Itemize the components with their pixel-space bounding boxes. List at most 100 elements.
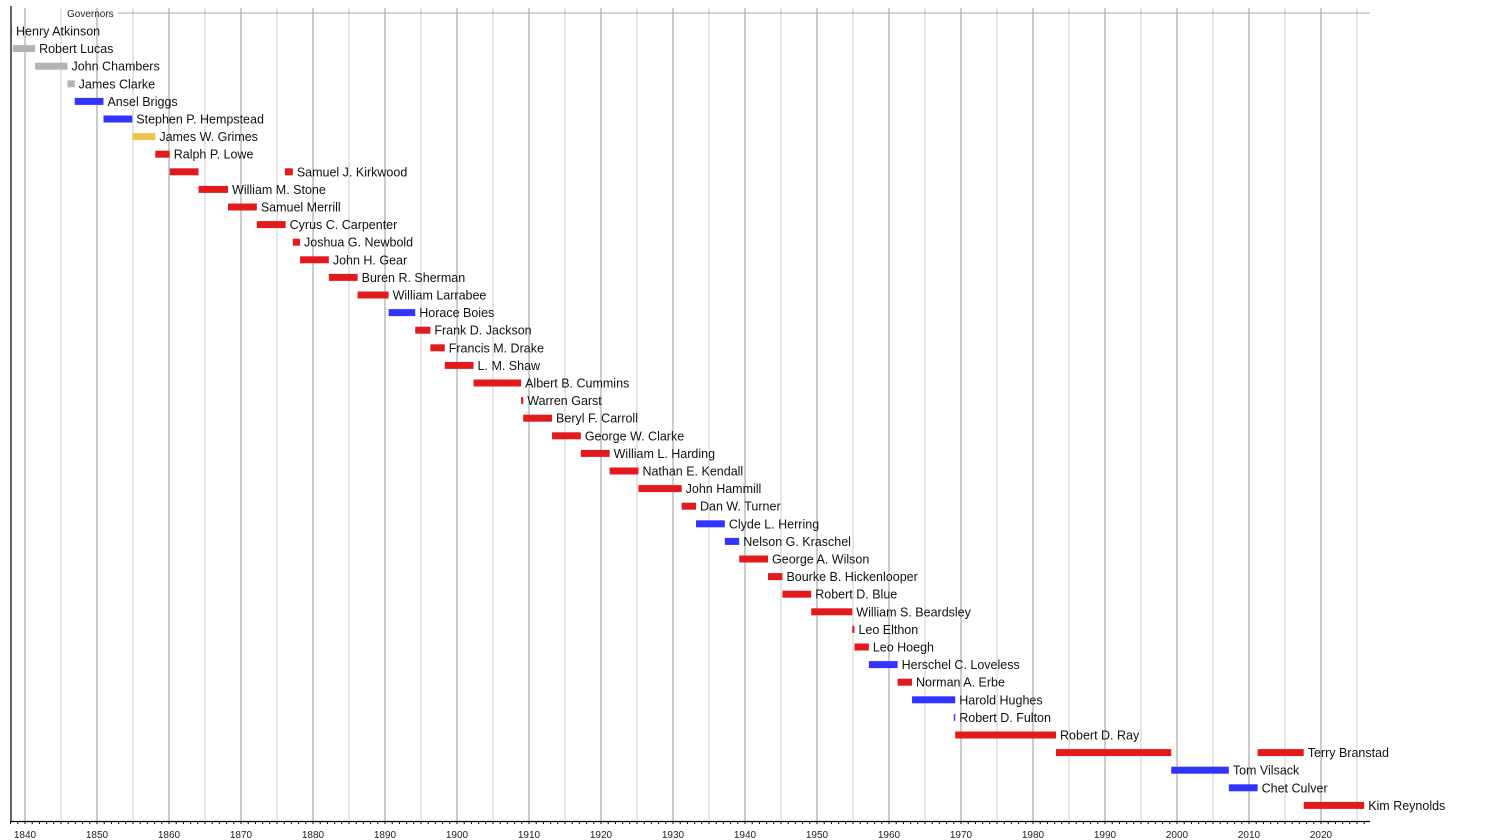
term-bar bbox=[388, 309, 416, 317]
chart-title: Governors bbox=[67, 9, 114, 20]
term-bar bbox=[1056, 749, 1172, 757]
governor-label: Robert D. Blue bbox=[815, 588, 897, 602]
x-tick-label: 1850 bbox=[86, 830, 109, 840]
x-tick-label: 1860 bbox=[158, 830, 181, 840]
x-tick-label: 1840 bbox=[14, 830, 37, 840]
term-bar bbox=[580, 449, 610, 457]
governor-label: L. M. Shaw bbox=[478, 359, 541, 373]
governor-label: James Clarke bbox=[79, 77, 155, 91]
term-bar bbox=[415, 326, 431, 334]
term-bar bbox=[897, 678, 913, 686]
x-tick-label: 1890 bbox=[374, 830, 397, 840]
term-bar bbox=[284, 168, 293, 176]
governor-label: Chet Culver bbox=[1262, 781, 1328, 795]
governor-label: Stephen P. Hempstead bbox=[136, 113, 264, 127]
governor-label: James W. Grimes bbox=[159, 130, 258, 144]
term-bar bbox=[681, 502, 697, 510]
term-bar bbox=[523, 414, 553, 422]
governor-label: Frank D. Jackson bbox=[434, 324, 531, 338]
term-bar bbox=[521, 397, 524, 405]
governor-label: Kim Reynolds bbox=[1368, 799, 1445, 813]
governor-label: Terry Branstad bbox=[1308, 746, 1389, 760]
x-tick-label: 1990 bbox=[1094, 830, 1117, 840]
x-tick-label: 2020 bbox=[1310, 830, 1333, 840]
grid-lines bbox=[24, 8, 1358, 821]
governor-label: George W. Clarke bbox=[585, 429, 684, 443]
x-tick-label: 2010 bbox=[1238, 830, 1261, 840]
term-bar bbox=[328, 273, 358, 281]
term-bar bbox=[782, 590, 812, 598]
x-tick-label: 1920 bbox=[590, 830, 613, 840]
governor-label: George A. Wilson bbox=[772, 553, 869, 567]
x-tick-label: 1880 bbox=[302, 830, 325, 840]
term-bar bbox=[854, 643, 869, 651]
term-bar bbox=[696, 520, 725, 528]
term-bar bbox=[1257, 749, 1304, 757]
term-bar bbox=[256, 221, 286, 229]
governor-label: Ralph P. Lowe bbox=[174, 148, 254, 162]
governor-label: John Chambers bbox=[71, 60, 159, 74]
governor-label: Nelson G. Kraschel bbox=[743, 535, 851, 549]
x-tick-label: 1950 bbox=[806, 830, 829, 840]
governor-label: Beryl F. Carroll bbox=[556, 412, 638, 426]
x-tick-label: 1870 bbox=[230, 830, 253, 840]
term-bar bbox=[103, 115, 133, 123]
governor-label: Tom Vilsack bbox=[1233, 764, 1300, 778]
governor-label: William L. Harding bbox=[614, 447, 715, 461]
term-bar bbox=[609, 467, 639, 475]
governor-label: Leo Hoegh bbox=[873, 641, 934, 655]
governor-label: Cyrus C. Carpenter bbox=[290, 218, 398, 232]
governor-label: Henry Atkinson bbox=[16, 25, 100, 39]
governor-label: Dan W. Turner bbox=[700, 500, 781, 514]
term-bar bbox=[912, 696, 956, 704]
term-bar bbox=[953, 713, 956, 721]
governor-label: John Hammill bbox=[686, 482, 762, 496]
term-bar bbox=[198, 185, 229, 193]
governor-label: William S. Beardsley bbox=[856, 605, 971, 619]
term-bar bbox=[724, 537, 740, 545]
term-bar bbox=[155, 150, 170, 158]
term-bar bbox=[444, 361, 474, 369]
governor-label: Bourke B. Hickenlooper bbox=[786, 570, 917, 584]
governor-label: William Larrabee bbox=[393, 289, 487, 303]
term-bar bbox=[292, 238, 301, 246]
term-bar bbox=[228, 203, 257, 211]
term-bar bbox=[300, 256, 329, 264]
governor-label: Horace Boies bbox=[419, 306, 494, 320]
term-bar bbox=[638, 485, 682, 493]
term-bar bbox=[955, 731, 1057, 739]
governor-label: Herschel C. Loveless bbox=[902, 658, 1020, 672]
x-tick-label: 1930 bbox=[662, 830, 685, 840]
x-tick-label: 1960 bbox=[878, 830, 901, 840]
governor-label: Warren Garst bbox=[527, 394, 602, 408]
x-tick-label: 1900 bbox=[446, 830, 469, 840]
governor-label: Joshua G. Newbold bbox=[304, 236, 413, 250]
term-bar bbox=[1228, 784, 1258, 792]
x-tick-label: 2000 bbox=[1166, 830, 1189, 840]
governor-label: Nathan E. Kendall bbox=[642, 465, 743, 479]
term-bar bbox=[1303, 801, 1365, 809]
x-axis-ticks: 1840 1850 1860 1870 1880 1890 1900 1910 1920 1930… bbox=[10, 821, 1365, 840]
governor-label: Samuel Merrill bbox=[261, 201, 341, 215]
governor-label: Buren R. Sherman bbox=[362, 271, 466, 285]
term-bar bbox=[35, 62, 68, 70]
term-bar bbox=[430, 344, 445, 352]
term-bar bbox=[552, 432, 581, 440]
governor-label: Robert D. Ray bbox=[1060, 729, 1140, 743]
governor-label: Francis M. Drake bbox=[449, 341, 544, 355]
term-bar bbox=[357, 291, 389, 299]
governor-labels: Henry Atkinson Robert Lucas John Chambers J… bbox=[16, 25, 1445, 813]
term-bar bbox=[768, 573, 783, 581]
term-bar bbox=[1171, 766, 1229, 774]
governor-label: Norman A. Erbe bbox=[916, 676, 1005, 690]
term-bar bbox=[811, 608, 853, 616]
term-bar bbox=[868, 661, 898, 669]
x-tick-label: 1910 bbox=[518, 830, 541, 840]
x-tick-label: 1980 bbox=[1022, 830, 1045, 840]
term-bar bbox=[473, 379, 522, 387]
term-bar bbox=[74, 97, 104, 105]
governor-label: Albert B. Cummins bbox=[525, 377, 629, 391]
x-tick-label: 1970 bbox=[950, 830, 973, 840]
term-bar bbox=[852, 625, 855, 633]
